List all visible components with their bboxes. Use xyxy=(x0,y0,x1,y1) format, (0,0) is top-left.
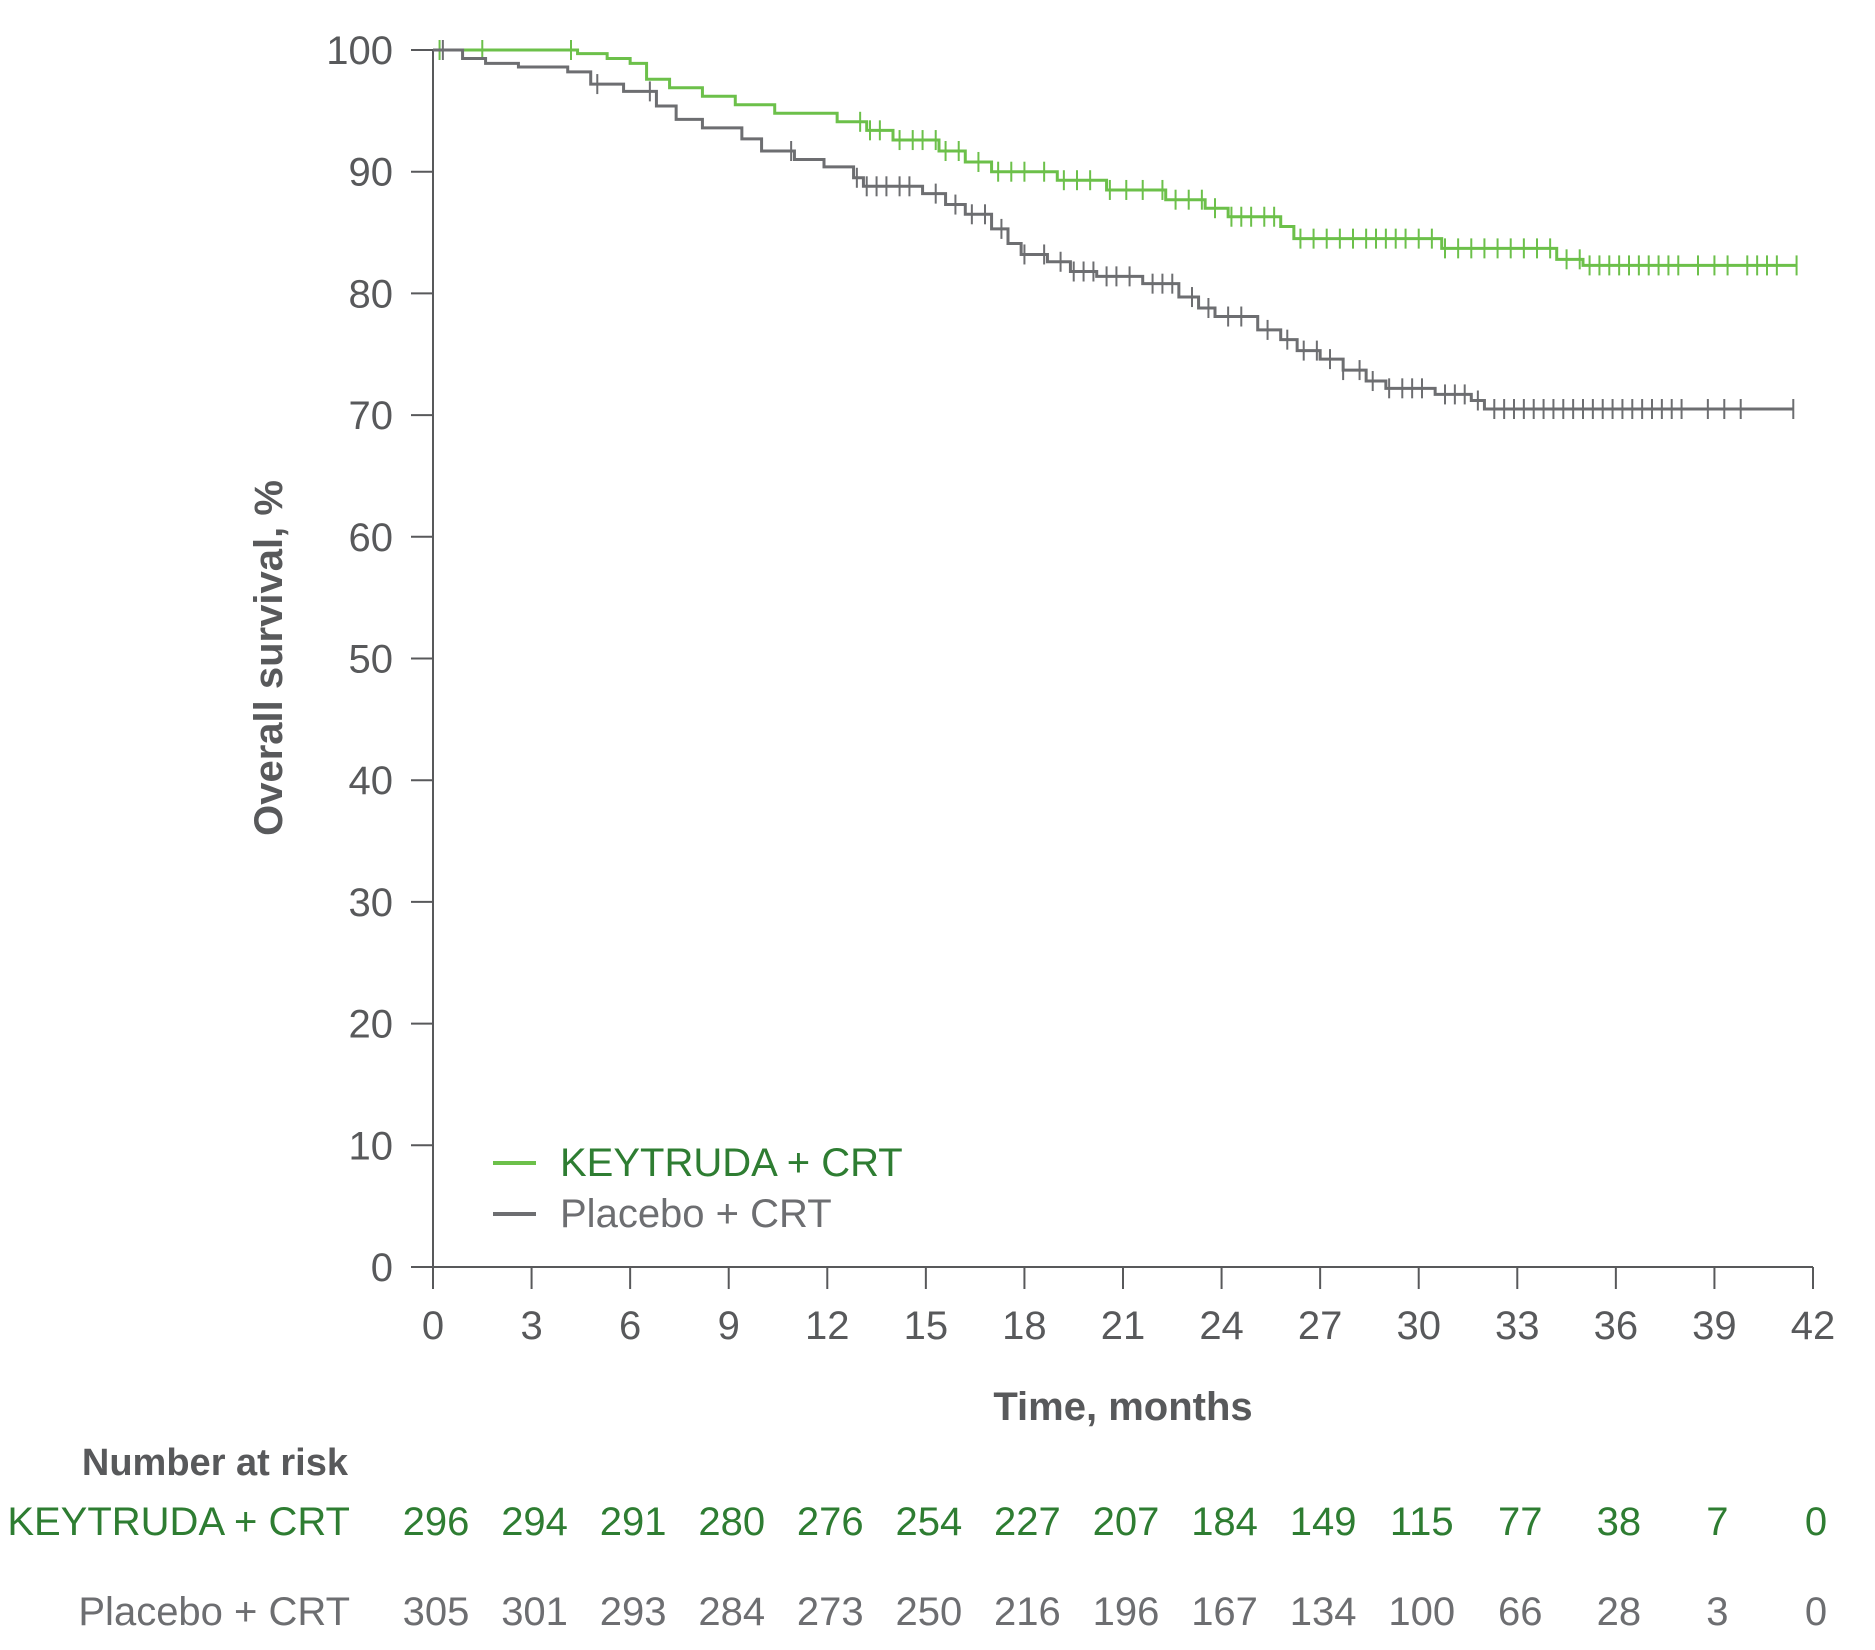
x-tick-label: 30 xyxy=(1396,1304,1441,1348)
y-tick-label: 80 xyxy=(349,272,394,316)
risk-value-placebo: 301 xyxy=(501,1590,568,1634)
risk-value-placebo: 250 xyxy=(895,1590,962,1634)
risk-value-placebo: 100 xyxy=(1388,1590,1455,1634)
x-tick-label: 12 xyxy=(805,1304,850,1348)
y-tick-label: 40 xyxy=(349,759,394,803)
x-axis-ticks: 0 3 6 9 12 15 18 21 24 27 30 33 36 39 42 xyxy=(422,1267,1835,1348)
risk-row-label-placebo: Placebo + CRT xyxy=(78,1590,350,1634)
risk-value-placebo: 293 xyxy=(600,1590,667,1634)
risk-row-label-keytruda: KEYTRUDA + CRT xyxy=(7,1500,350,1544)
y-axis-ticks: 0 10 20 30 40 50 60 70 80 90 100 xyxy=(326,29,433,1290)
x-tick-label: 39 xyxy=(1692,1304,1737,1348)
x-tick-label: 42 xyxy=(1791,1304,1836,1348)
x-tick-label: 21 xyxy=(1101,1304,1146,1348)
risk-value-placebo: 216 xyxy=(994,1590,1061,1634)
risk-value-keytruda: 149 xyxy=(1290,1500,1357,1544)
x-tick-label: 15 xyxy=(904,1304,949,1348)
risk-value-keytruda: 254 xyxy=(895,1500,962,1544)
risk-table-values: 296 294 291 280 276 254 227 207 184 149 115 77 38 7 03… xyxy=(403,1500,1828,1634)
x-axis-title: Time, months xyxy=(993,1385,1252,1429)
risk-value-placebo: 196 xyxy=(1093,1590,1160,1634)
risk-value-placebo: 134 xyxy=(1290,1590,1357,1634)
risk-value-keytruda: 227 xyxy=(994,1500,1061,1544)
risk-value-keytruda: 38 xyxy=(1597,1500,1642,1544)
risk-value-placebo: 0 xyxy=(1805,1590,1827,1634)
curve-placebo xyxy=(433,48,1794,411)
risk-value-keytruda: 280 xyxy=(698,1500,765,1544)
series-placebo xyxy=(433,40,1795,420)
risk-value-keytruda: 291 xyxy=(600,1500,667,1544)
y-tick-label: 10 xyxy=(349,1124,394,1168)
risk-value-placebo: 273 xyxy=(797,1590,864,1634)
y-tick-label: 70 xyxy=(349,394,394,438)
risk-value-keytruda: 207 xyxy=(1093,1500,1160,1544)
risk-value-placebo: 305 xyxy=(403,1590,470,1634)
x-tick-label: 27 xyxy=(1298,1304,1343,1348)
y-tick-label: 60 xyxy=(349,516,394,560)
x-tick-label: 6 xyxy=(619,1304,641,1348)
y-tick-label: 20 xyxy=(349,1003,394,1047)
x-tick-label: 3 xyxy=(520,1304,542,1348)
risk-value-placebo: 28 xyxy=(1597,1590,1642,1634)
survival-curves xyxy=(433,40,1798,420)
risk-value-keytruda: 296 xyxy=(403,1500,470,1544)
risk-value-keytruda: 77 xyxy=(1498,1500,1543,1544)
curve-keytruda xyxy=(433,48,1797,267)
x-tick-label: 0 xyxy=(422,1304,444,1348)
x-tick-label: 36 xyxy=(1594,1304,1639,1348)
x-tick-label: 33 xyxy=(1495,1304,1540,1348)
risk-table-header: Number at risk xyxy=(82,1442,349,1484)
risk-value-keytruda: 184 xyxy=(1191,1500,1258,1544)
risk-table: Number at risk KEYTRUDA + CRT Placebo + … xyxy=(7,1442,1827,1634)
risk-value-placebo: 66 xyxy=(1498,1590,1543,1634)
risk-value-placebo: 284 xyxy=(698,1590,765,1634)
x-tick-label: 18 xyxy=(1002,1304,1047,1348)
legend-label-keytruda: KEYTRUDA + CRT xyxy=(560,1141,903,1185)
y-axis-title: Overall survival, % xyxy=(247,480,291,836)
y-tick-label: 90 xyxy=(349,151,394,195)
y-tick-label: 0 xyxy=(371,1246,393,1290)
y-tick-label: 100 xyxy=(326,29,393,73)
risk-value-placebo: 3 xyxy=(1706,1590,1728,1634)
x-tick-label: 24 xyxy=(1199,1304,1244,1348)
legend-label-placebo: Placebo + CRT xyxy=(560,1192,832,1236)
y-tick-label: 30 xyxy=(349,881,394,925)
legend: KEYTRUDA + CRT Placebo + CRT xyxy=(493,1141,903,1236)
series-keytruda xyxy=(433,40,1798,276)
risk-value-keytruda: 294 xyxy=(501,1500,568,1544)
x-tick-label: 9 xyxy=(718,1304,740,1348)
risk-value-keytruda: 276 xyxy=(797,1500,864,1544)
risk-value-keytruda: 0 xyxy=(1805,1500,1827,1544)
y-tick-label: 50 xyxy=(349,638,394,682)
risk-value-keytruda: 115 xyxy=(1390,1500,1454,1544)
risk-value-placebo: 167 xyxy=(1191,1590,1258,1634)
risk-value-keytruda: 7 xyxy=(1706,1500,1728,1544)
